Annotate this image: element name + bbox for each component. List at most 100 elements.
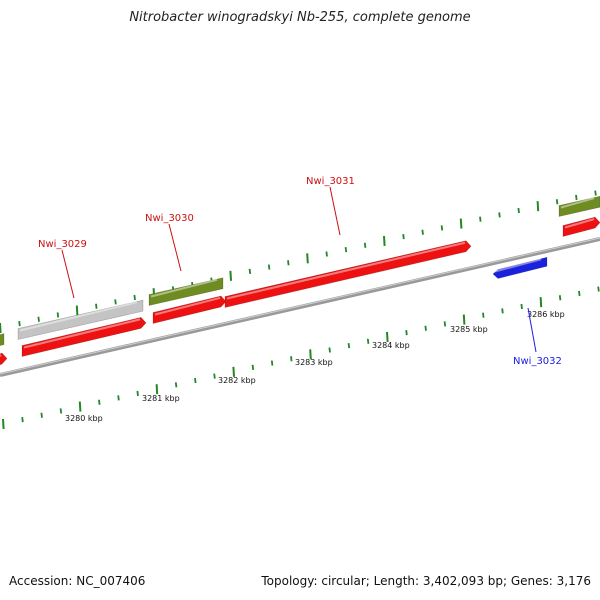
upper-tick-minor (18, 321, 21, 327)
lower-tick-minor (290, 356, 293, 362)
gene-forward-nwi3030 (152, 295, 227, 324)
upper-tick-minor (555, 199, 559, 205)
gene-gray-sheen (19, 301, 138, 332)
upper-tick-minor (498, 212, 501, 218)
lower-tick-minor (174, 382, 178, 388)
upper-tick-major (0, 322, 2, 334)
upper-tick-major (459, 218, 463, 229)
lower-tick-minor (98, 399, 101, 405)
upper-tick-minor (575, 194, 578, 201)
gene-label-nwi_3030: Nwi_3030 (145, 213, 194, 224)
feature-track (0, 195, 600, 366)
lower-tick-minor (482, 312, 485, 318)
lower-tick-major (78, 401, 82, 412)
genome-summary-text: Topology: circular; Length: 3,402,093 bp… (261, 574, 591, 588)
upper-tick-minor (287, 260, 290, 266)
lower-tick-major (539, 297, 543, 308)
gene-label-nwi_3031: Nwi_3031 (306, 176, 355, 187)
gene-forward-nwi3029-sheen (23, 318, 141, 349)
gene-olive-right (558, 195, 600, 217)
gene-reverse-nwi3032-sheen (494, 258, 542, 273)
lower-tick-major (155, 384, 159, 395)
genome-backbone (0, 237, 600, 377)
upper-tick-major (536, 201, 540, 212)
upper-tick-major (229, 270, 232, 281)
gene-olive (148, 277, 224, 306)
accession-text: Accession: NC_007406 (9, 574, 146, 588)
gene-forward-right (562, 216, 600, 237)
gene-leader-line (61, 249, 75, 299)
scale-label: 3281 kbp (142, 394, 180, 403)
lower-tick-minor (270, 360, 274, 366)
upper-tick-minor (594, 190, 597, 196)
lower-tick-minor (59, 408, 63, 414)
lower-tick-minor (21, 417, 24, 423)
scale-label: 3286 kbp (527, 310, 565, 319)
gene-label-nwi_3029: Nwi_3029 (38, 239, 87, 250)
upper-tick-minor (267, 264, 271, 270)
lower-tick-minor (194, 377, 197, 384)
upper-tick-minor (363, 242, 367, 248)
scale-label: 3285 kbp (450, 325, 488, 334)
lower-tick-minor (40, 412, 43, 418)
lower-tick-minor (558, 295, 562, 301)
upper-tick-major (306, 253, 309, 264)
scale-label: 3282 kbp (218, 376, 256, 385)
lower-tick-minor (366, 338, 370, 344)
upper-tick-minor (37, 316, 40, 322)
lower-tick-minor (501, 308, 504, 314)
upper-tick-minor (517, 207, 520, 214)
lower-tick-major (232, 366, 235, 377)
lower-tick-minor (520, 303, 523, 310)
upper-tick-minor (421, 229, 424, 235)
upper-tick-major (383, 235, 386, 247)
upper-tick-minor (56, 312, 60, 318)
gene-gray (17, 299, 144, 340)
gene-forward-left (0, 352, 8, 366)
upper-tick-minor (248, 268, 252, 275)
lower-tick-major (309, 349, 312, 360)
gene-forward-right-sheen (564, 218, 595, 229)
upper-tick-minor (325, 251, 328, 257)
gene-leader-line (527, 307, 537, 353)
lower-tick-minor (347, 343, 351, 349)
gene-label-nwi_3032: Nwi_3032 (513, 356, 562, 367)
scale-label: 3280 kbp (65, 414, 103, 423)
upper-tick-minor (114, 299, 117, 305)
upper-tick-minor (479, 216, 482, 222)
lower-tick-minor (578, 290, 581, 297)
gene-olive-sheen (150, 278, 218, 298)
lower-tick-minor (328, 347, 331, 353)
upper-tick-minor (402, 233, 405, 240)
lower-tick-major (462, 314, 466, 325)
lower-tick-minor (424, 325, 427, 331)
gene-forward-nwi3031-sheen (226, 241, 466, 300)
upper-tick-major (75, 305, 79, 316)
lower-tick-minor (251, 364, 255, 371)
tick-track-lower (2, 286, 600, 430)
upper-tick-minor (440, 225, 444, 231)
gene-reverse-nwi3032 (492, 256, 548, 279)
lower-tick-major (386, 331, 389, 343)
gene-leader-line (329, 186, 341, 236)
gene-olive-left (0, 333, 5, 346)
upper-tick-minor (344, 247, 348, 253)
upper-tick-minor (95, 303, 98, 309)
gene-olive-right-sheen (560, 197, 595, 209)
lower-tick-minor (213, 373, 216, 379)
gene-forward-nwi3030-sheen (154, 296, 221, 316)
lower-tick-minor (597, 286, 600, 292)
upper-tick-minor (133, 294, 136, 301)
lower-tick-minor (136, 390, 139, 397)
gene-forward-left-sheen (0, 354, 2, 358)
lower-tick-major (2, 418, 5, 430)
scale-label: 3284 kbp (372, 341, 410, 350)
label-layer: 3280 kbp 3281 kbp 3282 kbp 3283 kbp 3284 kbp… (38, 176, 565, 423)
lower-tick-minor (443, 321, 447, 327)
gene-forward-nwi3031 (224, 240, 472, 308)
map-title: Nitrobacter winogradskyi Nb-255, complet… (129, 10, 471, 25)
gene-forward-nwi3029 (21, 317, 147, 357)
scale-label: 3283 kbp (295, 358, 333, 367)
lower-tick-minor (117, 395, 120, 401)
